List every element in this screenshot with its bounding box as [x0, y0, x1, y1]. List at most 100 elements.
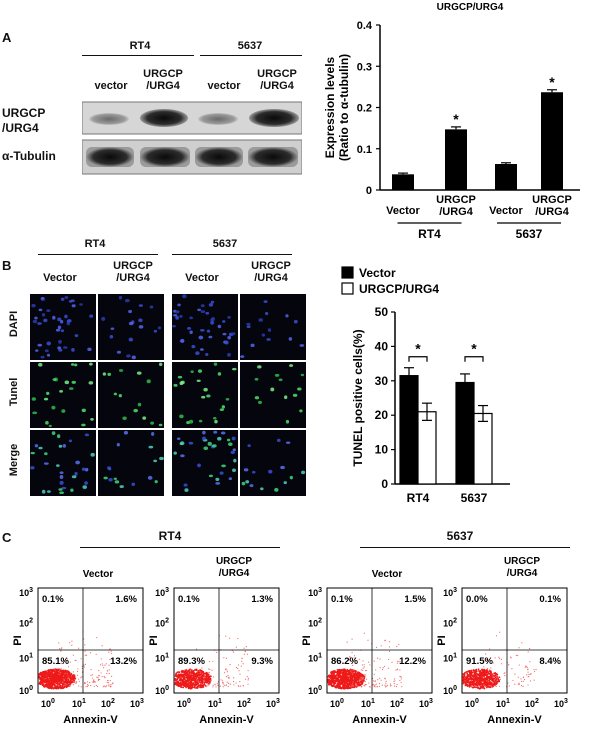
- blot-lane-label-1: vector: [94, 80, 128, 92]
- flow-event: [46, 678, 49, 680]
- microscopy-tile: [30, 430, 96, 496]
- flow-event-sparse: [488, 669, 491, 671]
- flow-event-sparse: [490, 667, 492, 669]
- flow-event-sparse: [228, 676, 230, 678]
- flow-event-sparse: [360, 676, 362, 678]
- flow-event-sparse: [102, 664, 104, 666]
- flow-event: [343, 686, 346, 689]
- cell-nucleus: [70, 363, 75, 366]
- flow-event-sparse: [352, 669, 355, 671]
- flow-event: [184, 683, 187, 685]
- chart-b-bar: [473, 412, 493, 485]
- flow-event: [467, 678, 470, 680]
- flow-event: [329, 679, 332, 682]
- flow-event: [49, 676, 52, 678]
- flow-event: [63, 671, 66, 673]
- cell-nucleus: [260, 487, 264, 491]
- cell-nucleus: [118, 369, 124, 372]
- flow-event-sparse: [220, 679, 222, 681]
- flow-xlabel: Annexin-V: [63, 714, 118, 725]
- flow-event: [332, 675, 335, 678]
- flow-event-sparse: [489, 648, 491, 650]
- flow-ytick-label: 103: [155, 587, 169, 598]
- flow-event: [331, 674, 334, 677]
- flow-event-sparse: [527, 684, 529, 686]
- cell-nucleus: [61, 409, 66, 413]
- flow-event: [204, 684, 207, 687]
- flow-event: [336, 679, 339, 682]
- flow-quadrant-lr: 9.3%: [251, 656, 273, 667]
- flow-event: [43, 677, 45, 680]
- cell-nucleus: [226, 438, 231, 442]
- cell-nucleus: [299, 409, 303, 413]
- flow-event: [183, 671, 186, 674]
- flow-event-sparse: [499, 678, 501, 680]
- flow-event: [174, 677, 177, 680]
- flow-event-sparse: [223, 657, 225, 659]
- flow-event: [192, 678, 195, 681]
- flow-event: [338, 679, 341, 682]
- flow-quadrant-ur: 0.1%: [539, 594, 561, 605]
- flow-event-sparse: [512, 679, 514, 682]
- cell-nucleus: [188, 419, 194, 424]
- cell-nucleus: [274, 487, 279, 492]
- flow-event: [330, 682, 333, 685]
- flow-event-sparse: [398, 643, 400, 646]
- cell-nucleus: [66, 321, 70, 326]
- flow-event-sparse: [356, 686, 358, 688]
- cell-nucleus: [177, 303, 181, 307]
- flow-event-sparse: [379, 677, 381, 679]
- flow-event: [179, 684, 182, 687]
- flow-event: [179, 681, 182, 684]
- cell-nucleus: [288, 337, 293, 341]
- flow-event-sparse: [66, 658, 69, 660]
- flow-event: [52, 670, 55, 673]
- flow-event: [195, 672, 198, 675]
- flow-ytick-label: 103: [19, 587, 33, 598]
- flow-event: [41, 682, 44, 685]
- flow-event-sparse: [396, 646, 398, 648]
- flow-event: [64, 677, 67, 680]
- flow-event: [201, 676, 204, 679]
- flow-quadrant-ul: 0.1%: [178, 594, 200, 605]
- flow-event-sparse: [244, 678, 247, 680]
- flow-event: [481, 672, 484, 675]
- cell-nucleus: [70, 488, 74, 492]
- flow-event: [50, 685, 53, 688]
- flow-event: [180, 686, 183, 689]
- microscopy-tile-svg: [31, 362, 94, 428]
- flow-plot-title: URGCP/URG4: [216, 556, 252, 579]
- cell-nucleus: [221, 405, 226, 409]
- microscopy-tile-svg: [102, 362, 163, 427]
- chart-a-significance: *: [453, 111, 459, 127]
- flow-event: [346, 672, 349, 675]
- flow-event-sparse: [491, 685, 493, 688]
- flow-event: [477, 673, 480, 676]
- chart-b-significance: *: [415, 341, 421, 357]
- cell-nucleus: [211, 317, 215, 321]
- cell-nucleus: [214, 419, 218, 424]
- flow-event: [203, 682, 206, 684]
- cell-nucleus: [198, 335, 204, 340]
- flow-event-sparse: [372, 684, 374, 686]
- flow-event-sparse: [524, 666, 526, 668]
- cell-nucleus: [268, 469, 273, 474]
- flow-event-sparse: [61, 660, 63, 662]
- blot-band-urgcp-4: [249, 109, 299, 127]
- flow-quadrant-ll: 91.5%: [466, 656, 493, 667]
- flow-event: [52, 678, 54, 681]
- flow-event: [69, 678, 72, 681]
- flow-event: [57, 686, 60, 689]
- flow-event-sparse: [84, 663, 87, 665]
- cell-nucleus: [267, 328, 272, 332]
- flow-quadrant-ul: 0.0%: [466, 594, 488, 605]
- flow-event: [468, 684, 471, 686]
- flow-event-sparse: [242, 685, 244, 687]
- flow-event-sparse: [208, 660, 211, 663]
- cell-nucleus: [200, 310, 206, 313]
- cell-nucleus: [60, 319, 64, 324]
- flow-event-sparse: [78, 647, 80, 649]
- flow-event-sparse: [58, 670, 60, 673]
- flow-event: [478, 673, 481, 676]
- flow-event-sparse: [62, 675, 65, 677]
